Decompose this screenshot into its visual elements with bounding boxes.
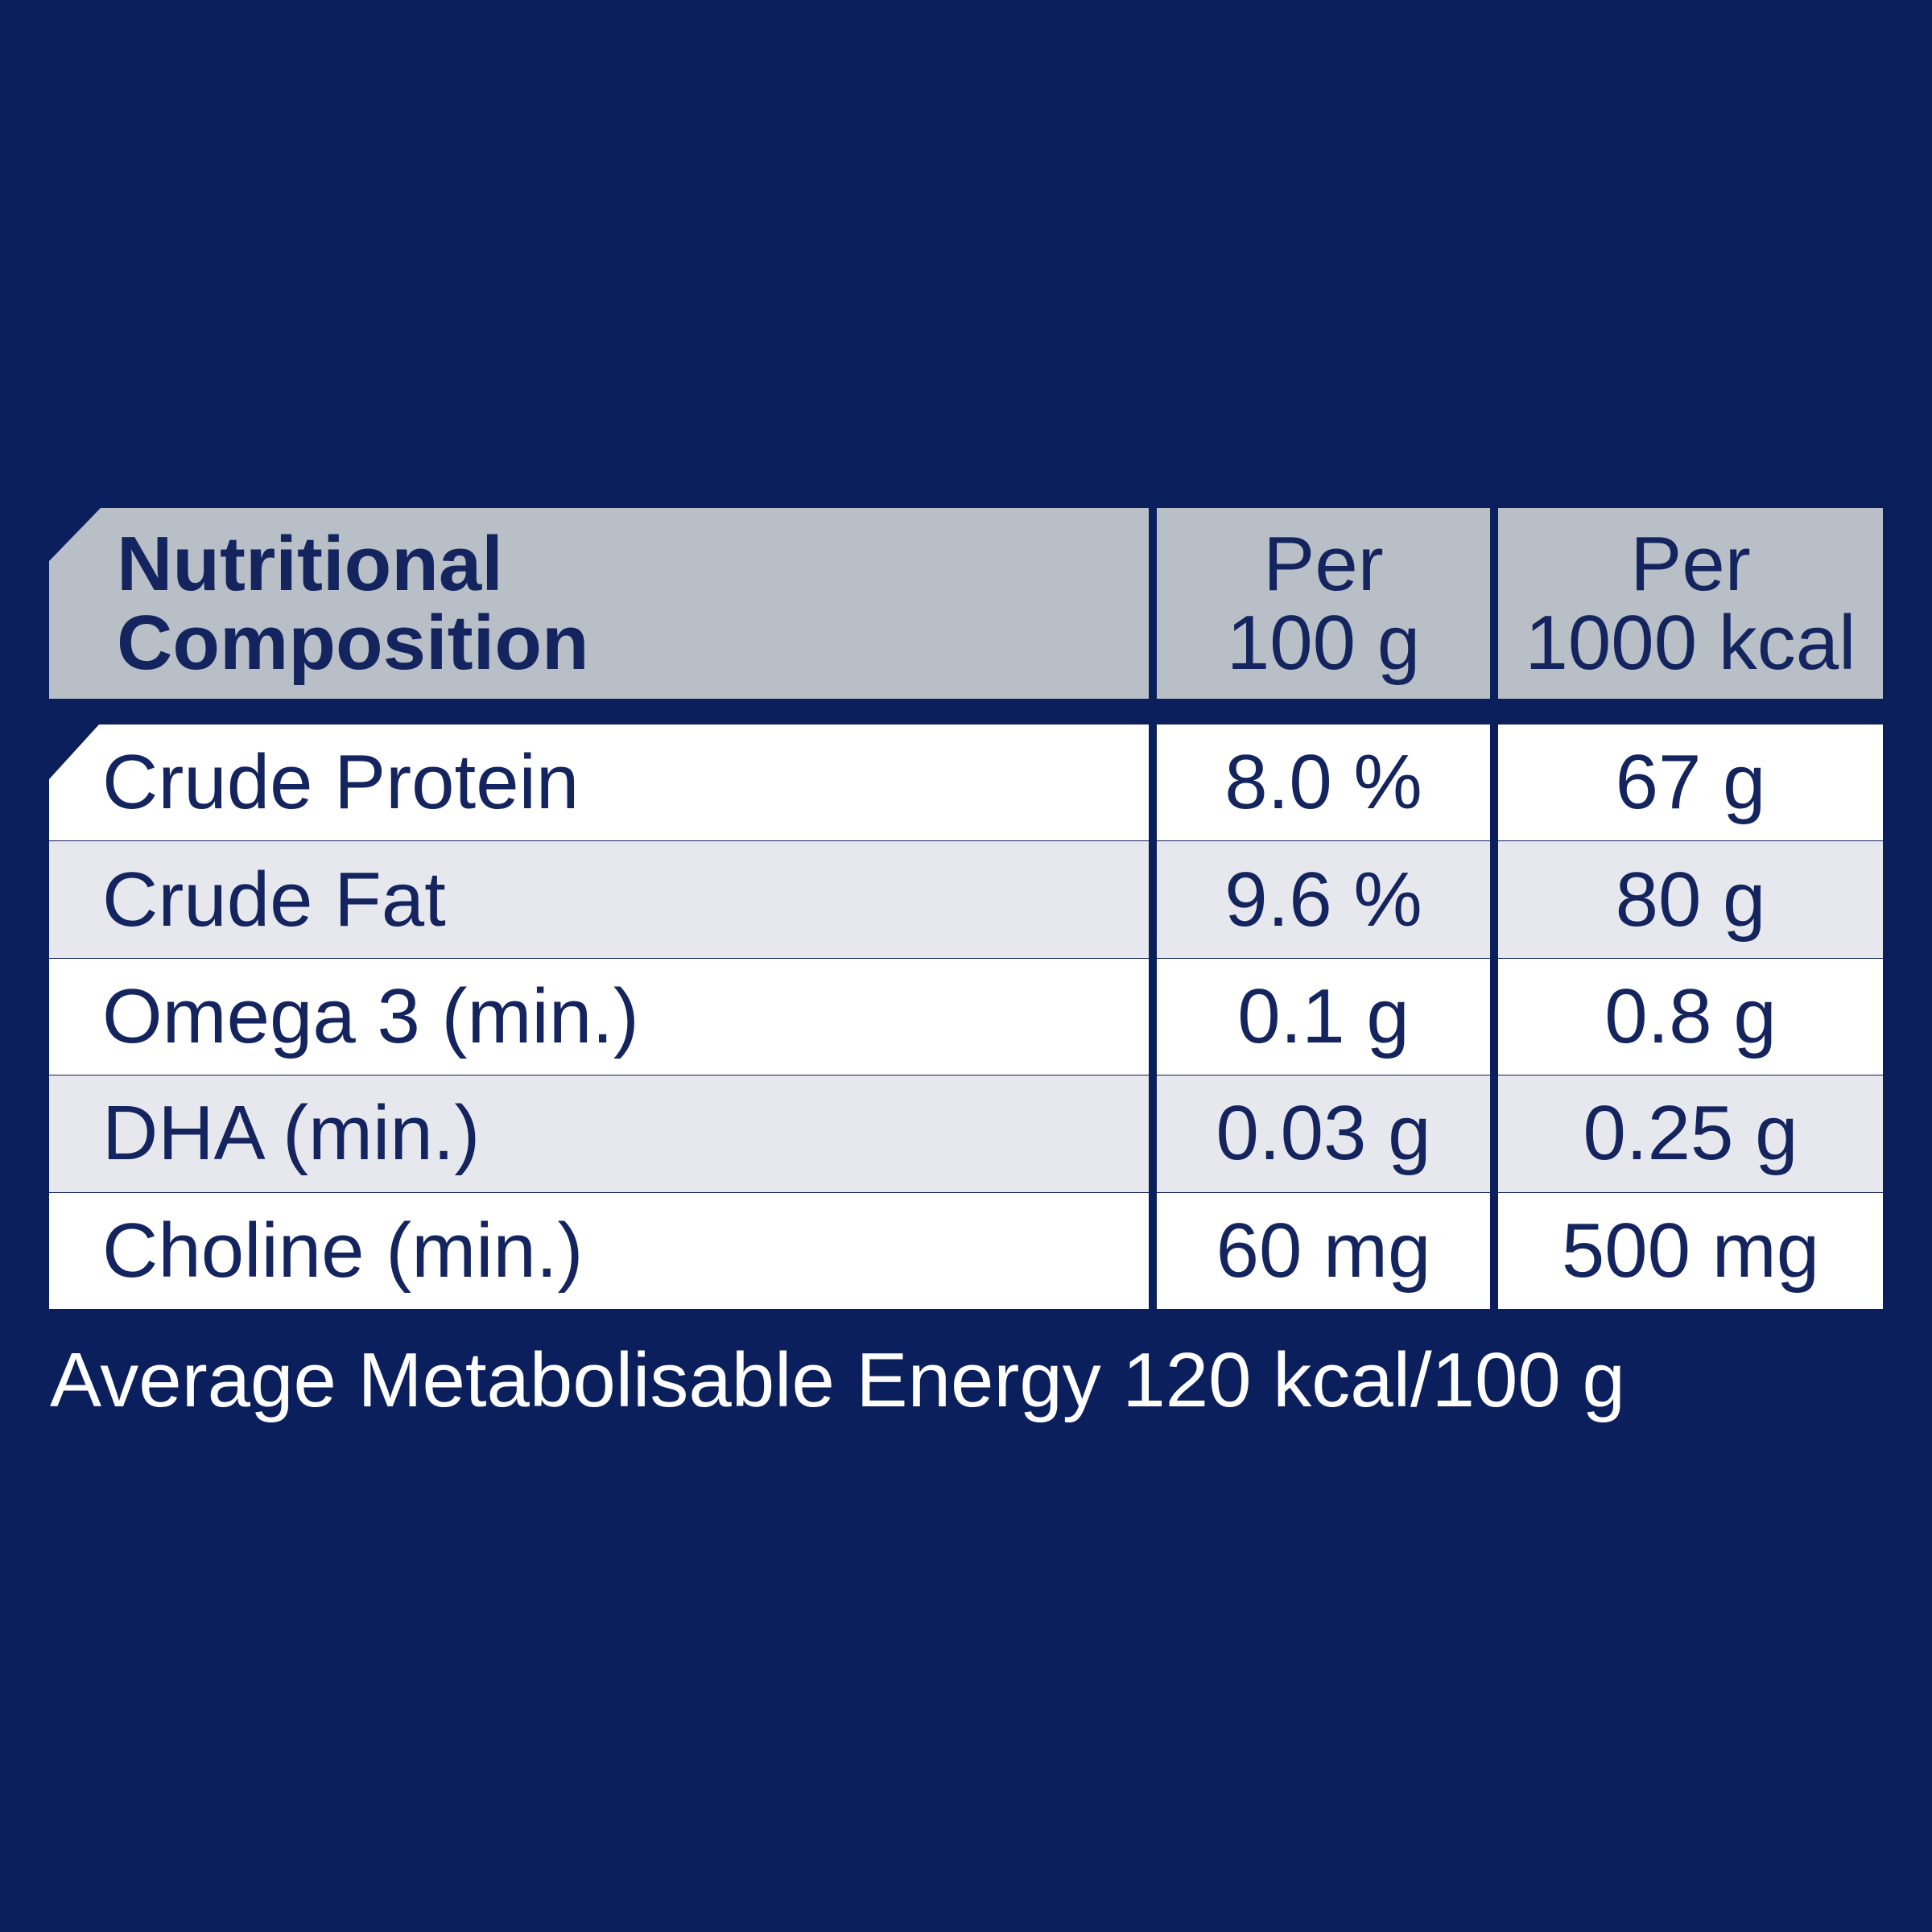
- cell-text: Per: [1263, 520, 1384, 607]
- table-cell: 67 g: [1498, 724, 1883, 841]
- energy-note: Average Metabolisable Energy 120 kcal/10…: [50, 1337, 1625, 1423]
- table-cell: Crude Fat: [49, 841, 1149, 958]
- cell-text: 80 g: [1615, 856, 1766, 943]
- table-cell: 500 mg: [1498, 1192, 1883, 1309]
- cell-text: 0.1 g: [1237, 973, 1410, 1060]
- cell-text: Crude Fat: [102, 856, 446, 943]
- cell-text: 67 g: [1615, 739, 1766, 826]
- cell-text: Crude Protein: [102, 739, 580, 826]
- header-cell: Per 100 g: [1157, 508, 1490, 699]
- table-cell: 80 g: [1498, 841, 1883, 958]
- table-cell: 0.25 g: [1498, 1075, 1883, 1192]
- cell-text: Choline (min.): [102, 1207, 584, 1294]
- table-cell: 0.1 g: [1157, 958, 1490, 1075]
- cell-text: Per: [1630, 520, 1751, 607]
- cell-text: 8.0 %: [1224, 739, 1422, 826]
- table-cell: Crude Protein: [49, 724, 1149, 841]
- cell-text: Omega 3 (min.): [102, 973, 639, 1060]
- table-cell: 9.6 %: [1157, 841, 1490, 958]
- cell-text: 60 mg: [1216, 1207, 1431, 1294]
- cell-text: 0.03 g: [1216, 1090, 1431, 1177]
- table-cell: Choline (min.): [49, 1192, 1149, 1309]
- cell-text: Nutritional: [117, 520, 503, 607]
- table-cell: 0.8 g: [1498, 958, 1883, 1075]
- cell-text: 9.6 %: [1224, 856, 1422, 943]
- cell-text: 500 mg: [1561, 1207, 1820, 1294]
- header-cell: Per 1000 kcal: [1498, 508, 1883, 699]
- table-cell: 0.03 g: [1157, 1075, 1490, 1192]
- table-cell: 8.0 %: [1157, 724, 1490, 841]
- cell-text: Composition: [117, 599, 589, 686]
- cell-text: 0.25 g: [1583, 1090, 1798, 1177]
- cell-text: 100 g: [1226, 599, 1421, 686]
- cell-text: DHA (min.): [102, 1090, 481, 1177]
- table-cell: DHA (min.): [49, 1075, 1149, 1192]
- header-cell: Nutritional Composition: [49, 508, 1149, 699]
- cell-text: 1000 kcal: [1525, 599, 1856, 686]
- cell-text: 0.8 g: [1604, 973, 1777, 1060]
- table-cell: 60 mg: [1157, 1192, 1490, 1309]
- table-cell: Omega 3 (min.): [49, 958, 1149, 1075]
